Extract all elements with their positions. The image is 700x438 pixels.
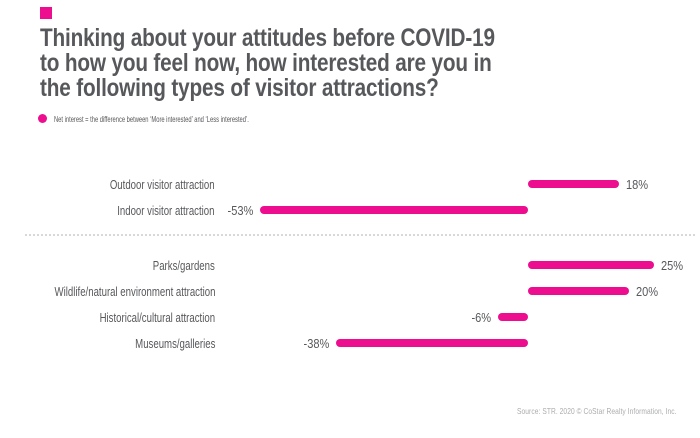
value-label: 25% <box>661 252 687 278</box>
legend-label: Net interest = the difference between ‘M… <box>54 113 249 124</box>
category-label-text: Indoor visitor attraction <box>117 202 215 218</box>
chart-title-line: to how you feel now, how interested are … <box>40 49 492 77</box>
category-label-text: Outdoor visitor attraction <box>110 176 215 192</box>
chart-row: Indoor visitor attraction -53% <box>0 197 700 223</box>
net-interest-bar <box>528 261 655 269</box>
chart-row: Historical/cultural attraction -6% <box>0 304 700 330</box>
chart-title-line: Thinking about your attitudes before COV… <box>40 24 495 52</box>
legend: Net interest = the difference between ‘M… <box>38 113 341 124</box>
value-label-text: 20% <box>636 283 659 299</box>
category-label-text: Historical/cultural attraction <box>99 309 215 325</box>
value-label: 18% <box>626 171 652 197</box>
chart-row: Wildlife/natural environment attraction 2… <box>0 278 700 304</box>
bar-group-top: Outdoor visitor attraction 18% Indoor visi… <box>0 171 700 223</box>
value-label: -6% <box>468 304 491 330</box>
value-label-text: -6% <box>471 309 491 325</box>
bar-group-bottom: Parks/gardens 25% Wildlife/natural environ… <box>0 252 700 356</box>
legend-dot-icon <box>38 114 47 123</box>
category-label: Parks/gardens <box>0 252 215 278</box>
source-note: Source: STR. 2020 © CoStar Realty Inform… <box>472 401 677 419</box>
net-interest-bar <box>528 180 619 188</box>
value-label-text: 25% <box>661 257 684 273</box>
value-label: -38% <box>299 330 329 356</box>
chart-title: Thinking about your attitudes before COV… <box>40 26 495 101</box>
chart-title-line: the following types of visitor attractio… <box>40 74 439 102</box>
category-label: Museums/galleries <box>0 330 215 356</box>
net-interest-bar <box>336 339 528 347</box>
source-text: Source: STR. 2020 © CoStar Realty Inform… <box>517 406 677 416</box>
value-label-text: 18% <box>625 176 649 192</box>
value-label-text: -38% <box>303 335 330 351</box>
net-interest-bar <box>260 206 528 214</box>
value-label: 20% <box>636 278 662 304</box>
chart-row: Outdoor visitor attraction 18% <box>0 171 700 197</box>
group-divider <box>25 234 695 236</box>
category-label-text: Parks/gardens <box>152 257 215 273</box>
net-interest-bar <box>528 287 629 295</box>
value-label-text: -53% <box>227 202 254 218</box>
brand-square <box>40 7 52 19</box>
value-label: -53% <box>223 197 254 223</box>
category-label-text: Wildlife/natural environment attraction <box>54 283 215 299</box>
category-label: Historical/cultural attraction <box>0 304 215 330</box>
chart-row: Parks/gardens 25% <box>0 252 700 278</box>
category-label: Wildlife/natural environment attraction <box>0 278 215 304</box>
category-label-text: Museums/galleries <box>134 335 215 351</box>
category-label: Indoor visitor attraction <box>0 197 215 223</box>
net-interest-bar <box>497 313 528 321</box>
chart-row: Museums/galleries -38% <box>0 330 700 356</box>
category-label: Outdoor visitor attraction <box>0 171 215 197</box>
